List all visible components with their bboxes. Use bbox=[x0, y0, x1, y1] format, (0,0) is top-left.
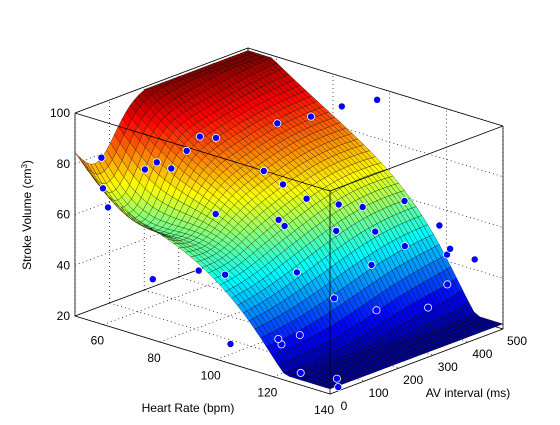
data-point bbox=[168, 165, 175, 172]
data-point bbox=[471, 256, 478, 263]
y-tick-label: 400 bbox=[472, 347, 492, 361]
data-point bbox=[275, 216, 282, 223]
data-point bbox=[303, 195, 310, 202]
data-point bbox=[195, 267, 202, 274]
data-point bbox=[338, 103, 345, 110]
data-point bbox=[331, 295, 338, 302]
data-point bbox=[279, 181, 286, 188]
data-point bbox=[141, 166, 148, 173]
data-point bbox=[333, 375, 340, 382]
y-tick-label: 200 bbox=[403, 373, 423, 387]
z-axis-label: Stroke Volume (cm3) bbox=[20, 160, 35, 270]
data-point bbox=[297, 369, 304, 376]
data-point bbox=[373, 307, 380, 314]
data-point bbox=[335, 384, 342, 391]
data-point bbox=[372, 228, 379, 235]
z-axis-label-main: Stroke Volume (cm bbox=[20, 169, 34, 270]
z-tick-label: 80 bbox=[57, 157, 71, 171]
y-axis-label: AV interval (ms) bbox=[426, 386, 510, 400]
data-point bbox=[153, 159, 160, 166]
data-point bbox=[374, 96, 381, 103]
data-point bbox=[293, 269, 300, 276]
x-tick-label: 140 bbox=[314, 403, 334, 417]
data-point bbox=[227, 340, 234, 347]
data-point bbox=[274, 120, 281, 127]
x-tick-label: 60 bbox=[91, 334, 105, 348]
data-point bbox=[447, 245, 454, 252]
data-point bbox=[104, 204, 111, 211]
z-tick-label: 20 bbox=[57, 309, 71, 323]
y-tick-label: 100 bbox=[369, 386, 389, 400]
data-point bbox=[307, 113, 314, 120]
data-point bbox=[149, 276, 156, 283]
x-tick-label: 100 bbox=[201, 368, 221, 382]
data-point bbox=[212, 134, 219, 141]
data-point bbox=[401, 243, 408, 250]
x-tick-label: 120 bbox=[257, 386, 277, 400]
z-tick-label: 40 bbox=[57, 258, 71, 272]
data-point bbox=[333, 227, 340, 234]
data-point bbox=[281, 222, 288, 229]
data-point bbox=[436, 222, 443, 229]
data-point bbox=[212, 210, 219, 217]
x-axis-label: Heart Rate (bpm) bbox=[142, 401, 235, 415]
data-point bbox=[99, 185, 106, 192]
data-point bbox=[425, 304, 432, 311]
x-tick-label: 80 bbox=[147, 351, 161, 365]
data-point bbox=[335, 201, 342, 208]
y-tick-label: 500 bbox=[507, 334, 527, 348]
data-point bbox=[260, 167, 267, 174]
data-point bbox=[222, 271, 229, 278]
z-tick-label: 60 bbox=[57, 208, 71, 222]
data-point bbox=[98, 154, 105, 161]
data-point bbox=[196, 133, 203, 140]
z-tick-label: 100 bbox=[50, 106, 70, 120]
y-tick-label: 0 bbox=[341, 399, 348, 413]
surface-mesh bbox=[75, 51, 503, 389]
data-point bbox=[401, 197, 408, 204]
data-point bbox=[183, 147, 190, 154]
z-axis-label-end: ) bbox=[20, 160, 34, 164]
data-point bbox=[359, 204, 366, 211]
data-point bbox=[444, 281, 451, 288]
data-point bbox=[368, 261, 375, 268]
data-point bbox=[296, 332, 303, 339]
data-point bbox=[275, 335, 282, 342]
y-tick-label: 300 bbox=[438, 360, 458, 374]
